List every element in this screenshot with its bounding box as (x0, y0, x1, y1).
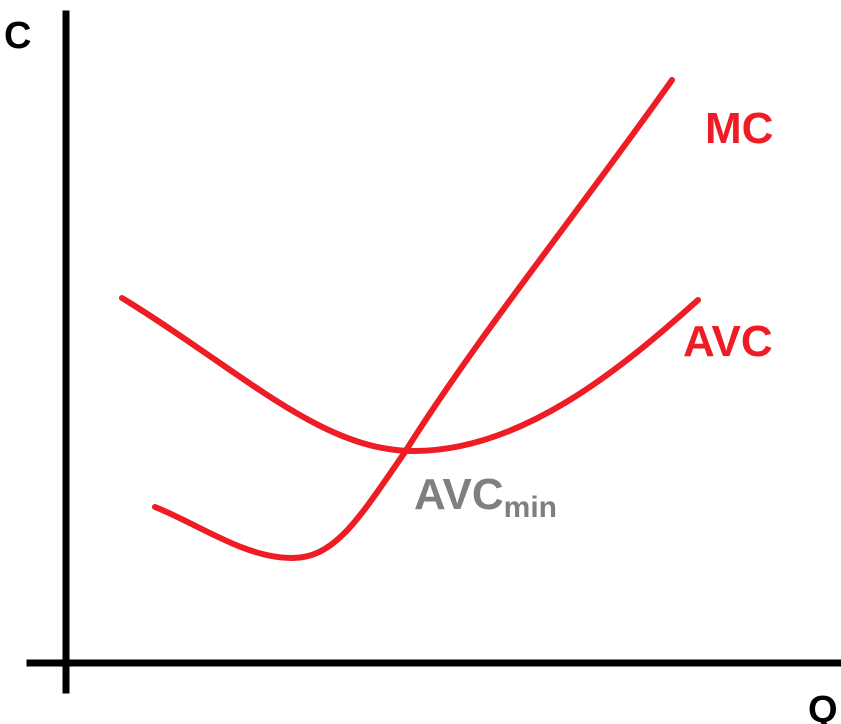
y-axis-label: C (4, 15, 31, 57)
avc-curve (119, 295, 701, 455)
mc-curve-label: MC (705, 104, 773, 153)
x-axis-label: Q (808, 689, 838, 724)
mc-curve (152, 77, 675, 561)
avc-min-label-main: AVC (414, 470, 504, 519)
avc-curve-label: AVC (683, 317, 773, 366)
avc-min-label: AVCmin (414, 470, 557, 524)
avc-min-label-sub: min (504, 491, 557, 524)
